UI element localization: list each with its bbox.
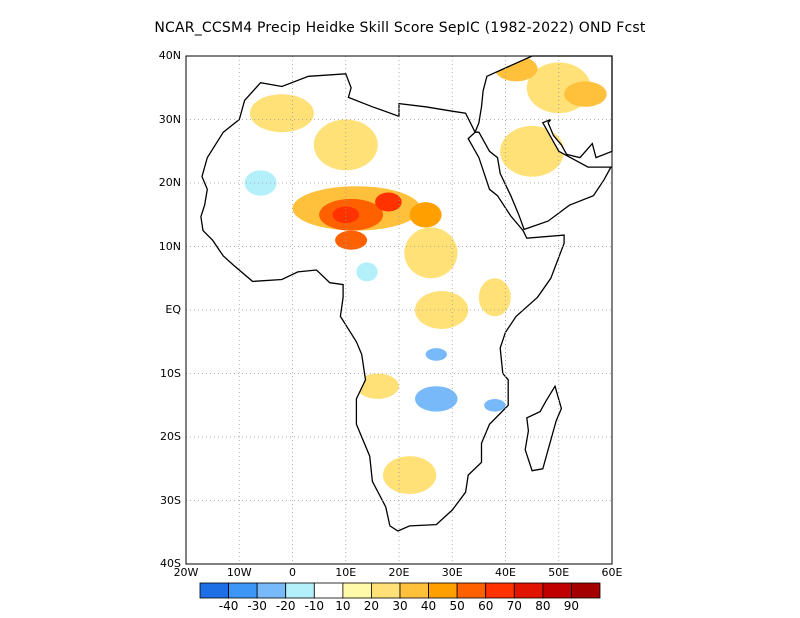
colorbar-label: 70 <box>506 599 522 613</box>
colorbar-label: 80 <box>535 599 551 613</box>
lat-tick-label: 20N <box>158 176 181 189</box>
lat-tick-label: 20S <box>160 430 181 443</box>
lon-tick-label: 10E <box>335 566 357 579</box>
skill-region-5 <box>335 230 368 250</box>
colorbar-swatch <box>542 582 572 599</box>
skill-region-4 <box>409 202 442 228</box>
skill-region-15 <box>356 373 400 399</box>
colorbar-label: 60 <box>478 599 494 613</box>
skill-region-9 <box>415 291 469 329</box>
colorbar-label: 20 <box>363 599 380 613</box>
skill-region-13 <box>494 56 538 82</box>
colorbar-label: 50 <box>449 599 465 613</box>
lat-tick-label: 30N <box>158 112 181 126</box>
skill-region-16 <box>383 456 437 495</box>
colorbar-swatch <box>399 582 430 599</box>
colorbar-label: 40 <box>420 599 437 613</box>
skill-region-3 <box>375 192 402 212</box>
africa-coastline <box>200 73 565 532</box>
colorbar-swatch <box>485 582 515 599</box>
map-frame <box>185 55 613 565</box>
skill-region-14 <box>500 125 565 177</box>
colorbar-swatch <box>456 582 487 599</box>
colorbar <box>199 582 601 599</box>
lon-tick-label: 50E <box>548 566 570 579</box>
lon-tick-label: 60E <box>601 566 623 579</box>
colorbar-label: 10 <box>335 599 351 613</box>
madagascar-coastline <box>524 384 563 472</box>
colorbar-label: -20 <box>275 599 296 613</box>
skill-layer <box>244 56 607 495</box>
lat-tick-label: 40S <box>160 557 181 570</box>
colorbar-swatch <box>342 582 372 599</box>
colorbar-swatch <box>370 582 401 599</box>
skill-region-17 <box>415 386 458 412</box>
skill-region-12 <box>564 81 607 107</box>
colorbar-swatch <box>428 582 458 599</box>
colorbar-swatch <box>571 582 601 599</box>
lat-tick-label: 10S <box>160 366 181 380</box>
lon-tick-label: 10W <box>226 566 252 579</box>
lon-tick-label: 20W <box>173 566 199 579</box>
skill-region-20 <box>425 348 447 361</box>
colorbar-label: -40 <box>218 599 239 613</box>
skill-region-8 <box>404 227 458 279</box>
colorbar-swatch <box>285 582 315 599</box>
colorbar-swatch <box>313 582 344 599</box>
lat-tick-label: 30S <box>160 493 181 507</box>
colorbar-swatch <box>228 582 258 599</box>
skill-region-21 <box>244 170 277 196</box>
colorbar-label: 90 <box>563 599 580 613</box>
colorbar-label: -30 <box>247 599 267 613</box>
lat-tick-label: 40N <box>158 49 181 62</box>
lon-tick-label: 40E <box>495 566 516 579</box>
lat-tick-label: 10N <box>158 239 181 253</box>
lat-tick-label: EQ <box>165 303 181 316</box>
skill-region-18 <box>484 399 506 412</box>
skill-region-7 <box>249 94 314 133</box>
lon-tick-label: 20E <box>388 566 410 579</box>
chart-title: NCAR_CCSM4 Precip Heidke Skill Score Sep… <box>154 20 646 36</box>
colorbar-label: 30 <box>392 599 408 613</box>
map-gridlines <box>186 56 612 564</box>
colorbar-swatch <box>513 582 544 599</box>
skill-region-10 <box>478 278 511 317</box>
skill-region-2 <box>332 206 360 224</box>
lon-tick-label: 30E <box>441 566 463 579</box>
colorbar-swatch <box>256 582 287 599</box>
colorbar-swatch <box>199 582 230 599</box>
lon-tick-label: 0 <box>289 566 296 579</box>
skill-region-19 <box>356 262 378 282</box>
colorbar-label: -10 <box>304 599 325 613</box>
